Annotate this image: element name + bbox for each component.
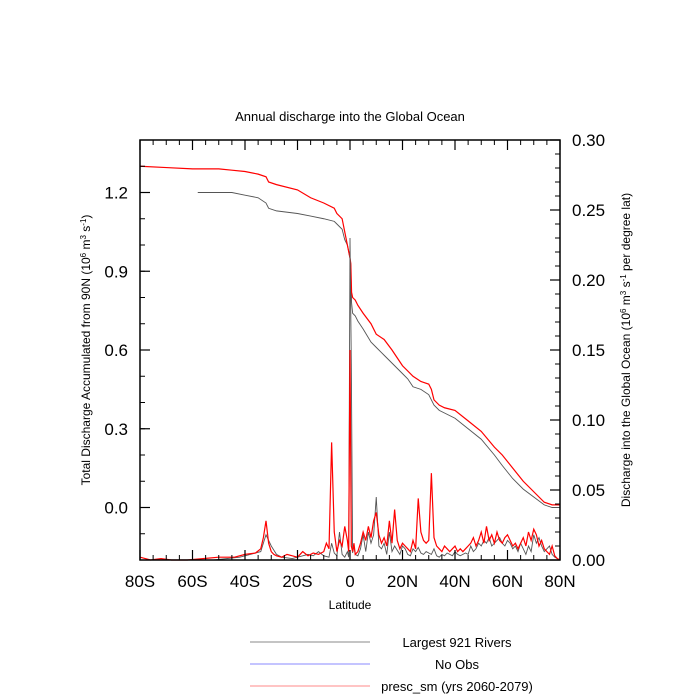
y-right-tick-label: 0.30 bbox=[572, 131, 605, 150]
y-axis-right-ticks: 0.00 0.05 0.10 0.15 0.20 0.25 0.30 bbox=[550, 131, 605, 570]
y-right-tick-label: 0.00 bbox=[572, 551, 605, 570]
y-axis-right-label: Discharge into the Global Ocean (106 m3 … bbox=[619, 193, 634, 507]
x-tick-label: 0 bbox=[345, 572, 354, 591]
y-left-label-sup2: 3 bbox=[79, 235, 88, 240]
y-left-label-part4: ) bbox=[79, 215, 93, 219]
y-right-tick-label: 0.05 bbox=[572, 481, 605, 500]
y-left-label-sup1: 6 bbox=[79, 252, 88, 257]
x-tick-label: 20S bbox=[282, 572, 312, 591]
y-right-tick-label: 0.20 bbox=[572, 271, 605, 290]
y-right-label-part2: m bbox=[619, 295, 633, 308]
legend-label-no-obs: No Obs bbox=[435, 657, 480, 672]
y-left-label-sup3: -1 bbox=[79, 218, 88, 226]
y-left-tick-label: 0.0 bbox=[104, 499, 128, 518]
y-left-tick-label: 0.9 bbox=[104, 262, 128, 281]
legend-label-largest-rivers: Largest 921 Rivers bbox=[402, 635, 512, 650]
y-right-tick-label: 0.15 bbox=[572, 341, 605, 360]
x-tick-label: 60N bbox=[492, 572, 523, 591]
x-tick-label: 80N bbox=[544, 572, 575, 591]
y-right-label-part1: Discharge into the Global Ocean (10 bbox=[619, 313, 633, 507]
y-left-label-part3: s bbox=[79, 226, 93, 235]
y-right-label-sup2: 3 bbox=[619, 290, 628, 295]
y-axis-left-ticks: 0.0 0.3 0.6 0.9 1.2 bbox=[104, 139, 150, 561]
series-line-3 bbox=[140, 237, 561, 561]
y-left-label-part2: m bbox=[79, 240, 93, 253]
y-right-label-sup1: 6 bbox=[619, 308, 628, 313]
chart-title: Annual discharge into the Global Ocean bbox=[235, 109, 465, 124]
x-tick-label: 60S bbox=[177, 572, 207, 591]
y-right-label-sup3: -1 bbox=[619, 274, 628, 282]
x-tick-label: 20N bbox=[387, 572, 418, 591]
x-axis-label: Latitude bbox=[329, 598, 372, 612]
legend: Largest 921 Rivers No Obs presc_sm (yrs … bbox=[250, 635, 533, 694]
x-tick-label: 40N bbox=[439, 572, 470, 591]
legend-label-presc-sm: presc_sm (yrs 2060-2079) bbox=[381, 679, 533, 694]
series-line-0 bbox=[197, 192, 560, 508]
y-left-label-part1: Total Discharge Accumulated from 90N (10 bbox=[79, 257, 93, 485]
y-left-tick-label: 0.6 bbox=[104, 341, 128, 360]
y-axis-left-label: Total Discharge Accumulated from 90N (10… bbox=[79, 215, 94, 486]
y-right-label-part3: s bbox=[619, 281, 633, 290]
y-right-tick-label: 0.10 bbox=[572, 411, 605, 430]
y-right-label-part4: per degree lat) bbox=[619, 193, 633, 274]
x-axis-ticks: 80S 60S 40S 20S 0 20N 40N 60N 80N bbox=[125, 140, 576, 591]
series-line-2 bbox=[139, 165, 560, 506]
y-left-tick-label: 1.2 bbox=[104, 184, 128, 203]
y-left-tick-label: 0.3 bbox=[104, 420, 128, 439]
x-tick-label: 80S bbox=[125, 572, 155, 591]
x-tick-label: 40S bbox=[230, 572, 260, 591]
plot-lines bbox=[139, 165, 561, 561]
y-right-tick-label: 0.25 bbox=[572, 201, 605, 220]
series-line-4 bbox=[139, 349, 561, 561]
